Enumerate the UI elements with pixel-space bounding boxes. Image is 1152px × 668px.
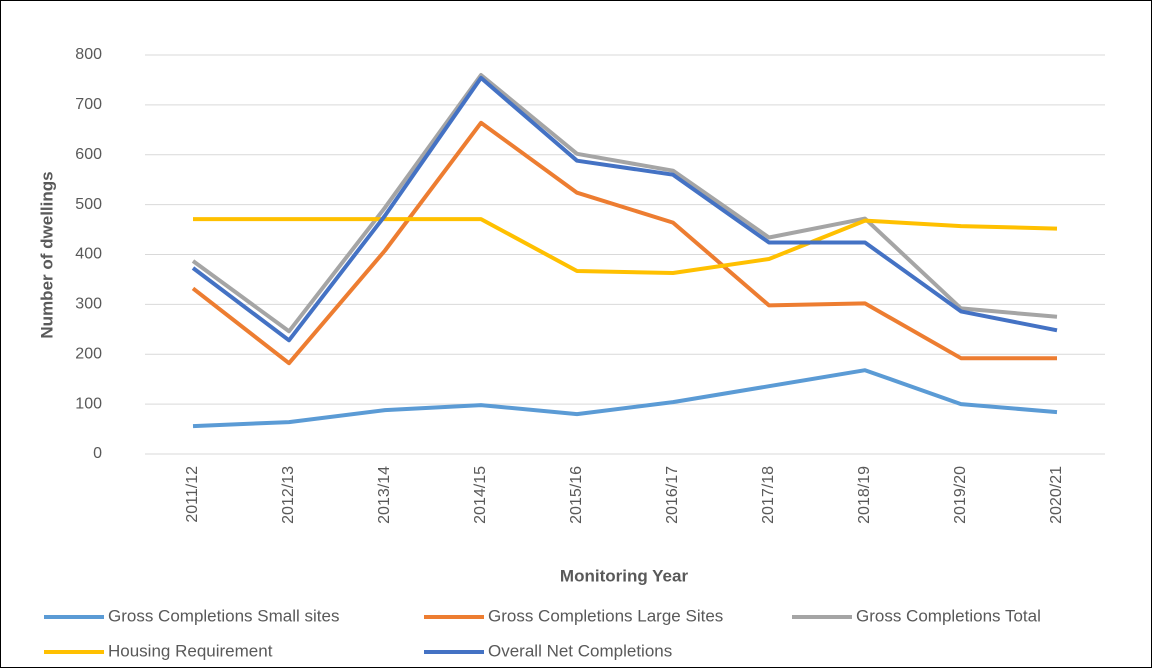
series-line (191, 73, 1058, 334)
legend-label: Gross Completions Large Sites (488, 606, 723, 625)
x-tick-label: 2019/20 (952, 466, 969, 524)
y-tick-label: 200 (75, 345, 102, 362)
legend-label: Overall Net Completions (488, 641, 672, 660)
y-tick-label: 700 (75, 96, 102, 113)
x-tick-label: 2020/21 (1048, 466, 1065, 524)
series-line (191, 120, 1057, 366)
y-tick-label: 600 (75, 146, 102, 163)
x-tick-label: 2012/13 (280, 466, 297, 524)
y-tick-label: 100 (75, 395, 102, 412)
y-tick-label: 400 (75, 246, 102, 263)
legend-label: Housing Requirement (108, 641, 273, 660)
y-tick-label: 300 (75, 296, 102, 313)
y-axis-title: Number of dwellings (37, 171, 56, 338)
series-line (192, 368, 1058, 429)
y-tick-label: 0 (93, 445, 102, 462)
x-tick-label: 2015/16 (568, 466, 585, 524)
x-tick-label: 2016/17 (664, 466, 681, 524)
series-line (193, 217, 1058, 275)
y-tick-label: 500 (75, 196, 102, 213)
series-line (191, 75, 1058, 343)
legend-label: Gross Completions Small sites (108, 606, 339, 625)
x-tick-label: 2018/19 (856, 466, 873, 524)
y-tick-label: 800 (75, 46, 102, 63)
x-tick-label: 2013/14 (376, 466, 393, 524)
x-tick-label: 2017/18 (760, 466, 777, 524)
legend-label: Gross Completions Total (856, 606, 1041, 625)
x-axis-title: Monitoring Year (560, 566, 689, 585)
x-tick-label: 2014/15 (472, 466, 489, 524)
x-tick-label: 2011/12 (184, 466, 201, 523)
